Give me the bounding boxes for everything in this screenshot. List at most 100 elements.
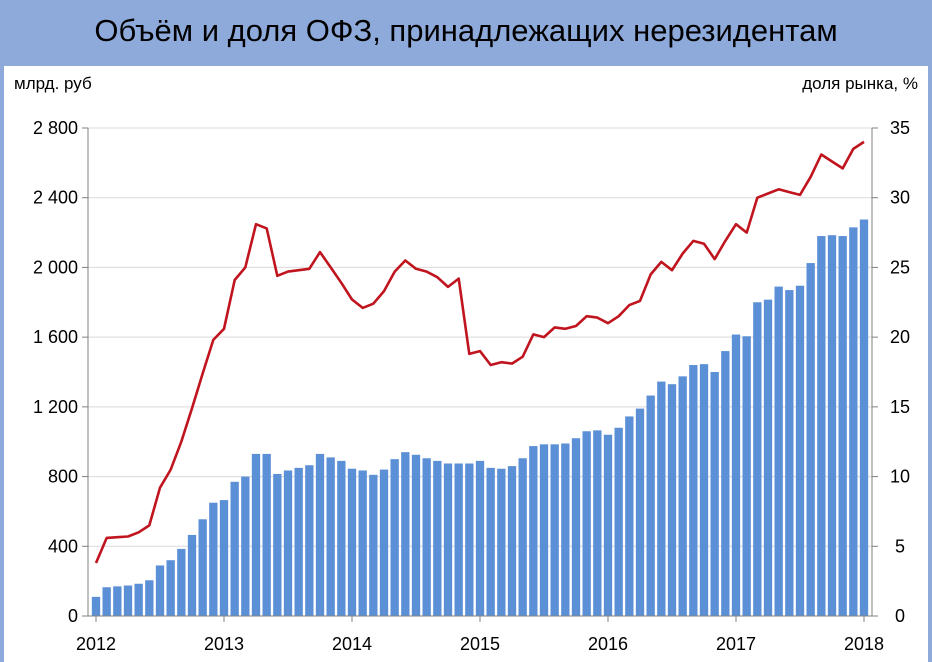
bar [603,434,613,616]
x-tick-label: 2013 [204,634,244,654]
y-left-tick-label: 0 [68,606,78,626]
bar [593,430,602,616]
bar [678,376,687,616]
y-left-tick-label: 2 000 [33,257,78,277]
bar [785,290,794,616]
bar [187,534,197,616]
plot-panel: млрд. руб доля рынка, % 0 400 800 1 200 1 60… [4,66,928,662]
bar [817,236,826,617]
bar [369,474,378,616]
bar [155,565,165,616]
bar [145,580,154,616]
bar [198,519,207,616]
bar [550,444,559,616]
bar [241,476,250,616]
y-left-tick-label: 1 200 [33,397,78,417]
bar [454,463,463,616]
bar [443,463,453,616]
bar [689,365,698,616]
bar [401,452,410,616]
bar [742,336,751,616]
bar [91,596,101,616]
bar [315,453,325,616]
bar [625,416,634,616]
chart-title: Объём и доля ОФЗ, принадлежащих нерезиде… [94,13,838,48]
y-right-tick-label: 5 [895,536,905,556]
bar [753,302,762,616]
bar [326,457,335,616]
x-tick-label: 2012 [76,634,116,654]
bar [582,431,591,616]
bar [166,560,175,616]
bar [113,586,122,616]
bar [347,468,357,616]
bar [390,459,399,616]
bar [657,381,666,616]
bar [209,502,218,616]
y-left-tick-label: 2 400 [33,188,78,208]
x-tick-label: 2016 [588,634,628,654]
bar [667,384,677,616]
bar [806,263,815,616]
bar [635,408,645,616]
bar [827,235,837,616]
bar [774,286,783,616]
bar [411,454,421,616]
y-axis-right-label: доля рынка, % [802,74,918,93]
bar [763,299,773,616]
bar [614,427,623,616]
title-bar: Объём и доля ОФЗ, принадлежащих нерезиде… [0,0,932,62]
y-right-tick-label: 30 [890,188,910,208]
bar [838,236,847,617]
bar [134,583,143,616]
bar [859,219,869,616]
bar [305,465,314,616]
bar [262,453,271,616]
x-tick-label: 2017 [716,634,756,654]
bar [294,467,303,616]
bar [699,364,709,616]
y-right-tick-label: 25 [890,257,910,277]
x-tick-label: 2014 [332,634,372,654]
bar [497,468,506,616]
bar [358,470,367,616]
bar [486,467,495,616]
bar [433,460,442,616]
bar [518,458,527,616]
bar [337,460,346,616]
bar [507,466,517,616]
bar [123,585,133,616]
y-left-tick-label: 1 600 [33,327,78,347]
bar [646,395,655,616]
bar [177,548,186,616]
bar [379,469,389,616]
x-tick-label: 2018 [844,634,884,654]
y-axis-left-label: млрд. руб [14,74,92,93]
bar [571,438,581,616]
bar [219,500,229,616]
chart-canvas: 0 400 800 1 200 1 600 2 000 2 400 2 800 0 5 10 15 20… [33,118,910,654]
y-right-tick-label: 10 [890,467,910,487]
bar [721,351,730,616]
bar [795,285,805,616]
bar [529,446,538,616]
bar [539,444,549,616]
bar [561,443,570,616]
bar [465,463,474,616]
bar [849,227,858,617]
x-tick-label: 2015 [460,634,500,654]
y-right-tick-label: 0 [895,606,905,626]
y-left-tick-label: 2 800 [33,118,78,138]
y-right-tick-label: 20 [890,327,910,347]
y-right-tick-label: 35 [890,118,910,138]
y-right-tick-label: 15 [890,397,910,417]
bar [475,460,485,616]
y-left-tick-label: 800 [48,467,78,487]
bar [273,473,282,616]
bar [731,334,741,616]
bar [283,470,293,616]
bar [710,372,719,616]
y-left-tick-label: 400 [48,536,78,556]
bar [422,458,431,616]
